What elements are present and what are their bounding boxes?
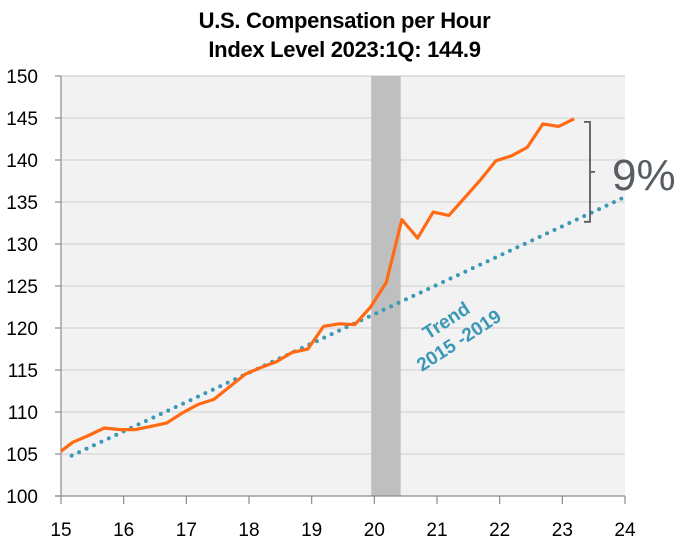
trend-line bbox=[69, 194, 627, 458]
y-tick-label: 125 bbox=[6, 277, 38, 298]
gap-percent-label: 9% bbox=[612, 151, 676, 200]
x-tick-label: 23 bbox=[552, 520, 573, 541]
x-tick-label: 17 bbox=[176, 520, 197, 541]
series-line-compensation bbox=[60, 117, 575, 453]
recession-shading bbox=[371, 76, 401, 496]
y-tick-label: 115 bbox=[8, 361, 38, 382]
bracket-path bbox=[584, 120, 595, 223]
y-tick-label: 100 bbox=[6, 487, 38, 508]
chart-title: U.S. Compensation per Hour bbox=[198, 8, 491, 33]
x-tick-label: 21 bbox=[426, 520, 447, 541]
x-tick-label: 22 bbox=[489, 520, 510, 541]
trend-line-dots bbox=[69, 194, 627, 458]
x-axis-ticks: 15 16 17 18 19 20 21 22 23 24 bbox=[50, 496, 636, 541]
gridlines bbox=[61, 75, 625, 455]
y-tick-label: 135 bbox=[6, 193, 38, 214]
y-tick-label: 110 bbox=[8, 403, 38, 424]
x-tick-label: 24 bbox=[614, 520, 636, 541]
y-tick-label: 130 bbox=[6, 235, 38, 256]
y-tick-label: 145 bbox=[6, 109, 38, 130]
x-tick-label: 19 bbox=[301, 520, 322, 541]
x-tick-label: 16 bbox=[113, 520, 134, 541]
y-tick-label: 150 bbox=[6, 67, 38, 88]
chart-subtitle: Index Level 2023:1Q: 144.9 bbox=[208, 37, 481, 62]
gap-bracket bbox=[584, 120, 595, 223]
y-tick-label: 105 bbox=[6, 445, 38, 466]
y-axis-ticks: 100 105 110 115 120 125 130 135 140 145 150 bbox=[6, 67, 61, 508]
x-tick-label: 20 bbox=[364, 520, 385, 541]
y-tick-label: 140 bbox=[6, 151, 38, 172]
y-tick-label: 120 bbox=[6, 319, 38, 340]
x-tick-label: 15 bbox=[50, 520, 71, 541]
x-tick-label: 18 bbox=[238, 520, 259, 541]
